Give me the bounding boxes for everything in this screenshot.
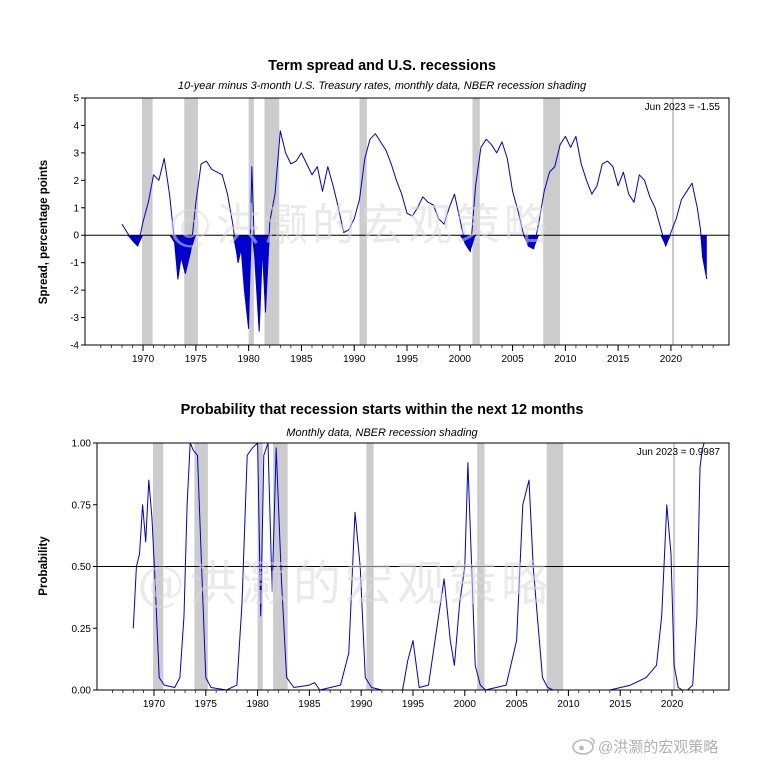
- watermark: @洪灏的宏观策略: [137, 556, 553, 612]
- recession-band: [472, 98, 480, 345]
- chart-subtitle: Monthly data, NBER recession shading: [286, 427, 478, 439]
- probability-panel: Probability that recession starts within…: [38, 402, 730, 710]
- x-tick-label: 2015: [607, 354, 630, 365]
- x-tick-label: 1970: [143, 699, 166, 710]
- x-tick-label: 1985: [298, 699, 321, 710]
- spread-series: [121, 130, 708, 332]
- recession-shading: [142, 98, 675, 345]
- series-line: [121, 130, 708, 332]
- y-tick-label: 1: [73, 203, 79, 214]
- x-tick-label: 2010: [554, 354, 577, 365]
- y-tick-label: 3: [73, 148, 79, 159]
- x-tick-label: 1975: [195, 699, 218, 710]
- y-axis: -4 -3 -2 -1 0 1 2 3 4 5: [70, 94, 85, 352]
- watermark: @洪灏的宏观策略: [168, 200, 552, 251]
- y-tick-label: 5: [73, 94, 79, 105]
- y-tick-label: -4: [70, 341, 79, 352]
- y-axis: 0.00 0.25 0.50 0.75 1.00: [72, 439, 97, 697]
- chart-title: Probability that recession starts within…: [181, 402, 584, 418]
- y-tick-label: 2: [73, 176, 79, 187]
- chart-title: Term spread and U.S. recessions: [268, 58, 496, 74]
- y-tick-label: -2: [70, 286, 79, 297]
- x-tick-label: 1995: [396, 354, 419, 365]
- footer-watermark-text: @洪灏的宏观策略: [598, 739, 718, 756]
- x-tick-label: 1995: [402, 699, 425, 710]
- x-tick-label: 2000: [454, 699, 477, 710]
- latest-value-annotation: Jun 2023 = -1.55: [645, 102, 721, 113]
- recession-band: [671, 98, 675, 345]
- chart-subtitle: 10-year minus 3-month U.S. Treasury rate…: [178, 80, 587, 92]
- x-tick-label: 1990: [343, 354, 366, 365]
- term-spread-panel: Term spread and U.S. recessions 10-year …: [38, 58, 730, 365]
- x-tick-label: 2015: [609, 699, 632, 710]
- x-tick-label: 1980: [246, 699, 269, 710]
- x-tick-label: 1980: [238, 354, 261, 365]
- x-tick-label: 2005: [505, 699, 528, 710]
- x-tick-label: 2010: [557, 699, 580, 710]
- y-axis-label: Probability: [38, 536, 50, 596]
- x-tick-label: 1970: [132, 354, 155, 365]
- y-axis-label: Spread, percentage points: [38, 160, 50, 304]
- recession-band: [184, 98, 198, 345]
- y-tick-label: -1: [70, 258, 79, 269]
- y-tick-label: 4: [73, 121, 79, 132]
- recession-band: [359, 98, 367, 345]
- footer-watermark: @洪灏的宏观策略: [572, 737, 718, 756]
- y-tick-label: 0.00: [72, 686, 92, 697]
- weibo-logo-icon: [572, 737, 595, 755]
- recession-band: [264, 98, 280, 345]
- latest-value-annotation: Jun 2023 = 0.9987: [637, 447, 721, 458]
- x-tick-label: 1985: [290, 354, 313, 365]
- y-tick-label: 0.50: [72, 562, 92, 573]
- y-tick-label: 0: [73, 231, 79, 242]
- x-tick-label: 2020: [661, 699, 684, 710]
- recession-band: [142, 98, 153, 345]
- y-tick-label: 0.25: [72, 624, 92, 635]
- y-tick-label: -3: [70, 313, 79, 324]
- x-tick-label: 2020: [660, 354, 683, 365]
- y-tick-label: 0.75: [72, 500, 92, 511]
- x-axis: 1970 1975 1980 1985 1990 1995 2000 2005 2010 2015…: [100, 345, 714, 365]
- y-tick-label: 1.00: [72, 439, 92, 450]
- recession-band: [543, 98, 561, 345]
- x-tick-label: 1990: [350, 699, 373, 710]
- x-tick-label: 2000: [449, 354, 472, 365]
- x-tick-label: 2005: [501, 354, 524, 365]
- x-axis: 1970 1975 1980 1985 1990 1995 2000 2005 2010 2015…: [112, 690, 714, 710]
- recession-band: [248, 98, 254, 345]
- x-tick-label: 1975: [185, 354, 208, 365]
